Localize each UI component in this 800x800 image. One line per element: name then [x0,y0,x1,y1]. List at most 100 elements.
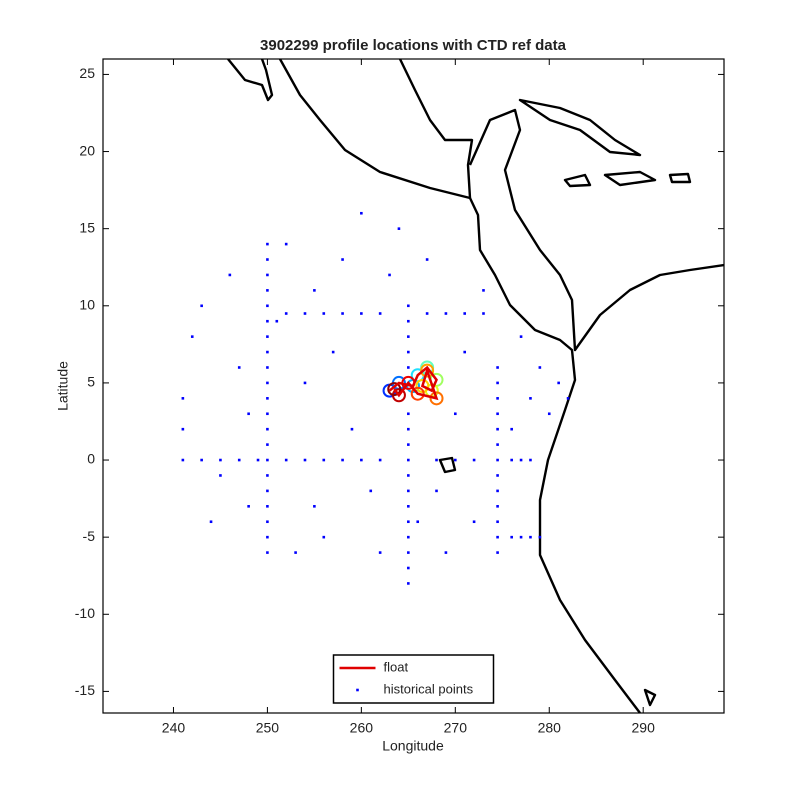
legend-label: historical points [384,681,474,696]
historical-point [228,273,232,277]
historical-point [496,427,499,431]
historical-point [482,312,485,315]
historical-point [529,458,532,462]
historical-point [378,312,382,315]
historical-point [266,474,269,477]
historical-point [407,582,410,585]
historical-point [472,520,476,524]
historical-point [266,397,269,400]
historical-point [303,458,307,462]
historical-point [472,458,476,462]
y-tick-label: 5 [87,374,95,390]
historical-point [313,505,316,508]
x-tick-label: 270 [444,720,468,736]
coast [468,108,724,352]
y-tick-label: -5 [83,528,96,544]
y-tick-label: 25 [79,65,95,81]
historical-point [284,312,288,315]
historical-point [322,312,326,315]
plot-frame [102,58,725,714]
historical-point [397,227,401,230]
historical-point [407,366,410,369]
historical-point [496,474,499,477]
historical-point [266,289,269,292]
historical-point [266,335,269,338]
historical-point [435,458,438,462]
historical-point [496,489,499,493]
historical-point [313,289,316,292]
historical-point [200,304,203,308]
profile-marker [410,386,425,401]
historical-point [529,535,532,539]
profile-marker [387,382,402,397]
historical-point [341,458,344,462]
historical-point [496,458,499,462]
historical-point [360,211,363,215]
historical-point [407,535,410,539]
coast [438,456,657,707]
historical-point [360,312,363,315]
historical-point [496,535,499,539]
historical-point [350,427,354,431]
historical-point [303,312,307,315]
x-tick-label: 250 [256,720,280,736]
historical-point [407,304,410,308]
historical-point [407,427,410,431]
historical-point [425,258,429,261]
y-tick-label: 10 [79,296,95,312]
x-tick-label: 240 [162,720,186,736]
y-tick-label: 20 [79,142,95,158]
historical-point [294,551,297,554]
historical-point [407,505,410,508]
profile-marker [415,379,430,393]
historical-point [266,535,269,539]
historical-point [190,335,194,338]
legend-box [332,654,495,704]
historical-point [360,458,363,462]
historical-point [378,458,382,462]
historical-point [266,258,269,261]
legend-label: float [384,659,409,674]
historical-point [284,458,288,462]
historical-point [496,551,499,554]
profile-marker [429,391,444,406]
historical-point [322,458,326,462]
historical-point [496,505,499,508]
historical-point [519,458,523,462]
historical-point [496,381,499,385]
historical-point [510,458,513,462]
historical-point [303,381,307,385]
historical-point [444,551,448,554]
historical-point [496,366,499,369]
historical-point [407,458,410,462]
y-tick-label: 15 [79,219,95,235]
historical-point [200,458,203,462]
historical-point [237,366,241,369]
coast [227,59,274,102]
historical-point [407,350,410,354]
historical-point [331,350,335,354]
historical-point [266,304,269,308]
historical-point [322,535,326,539]
historical-point [266,505,269,508]
historical-point [519,535,523,539]
profile-marker [420,363,435,378]
historical-point [266,520,269,524]
historical-point [181,458,185,462]
historical-point [388,273,391,277]
historical-point [407,443,410,446]
historical-point [219,474,222,477]
historical-point [341,258,344,261]
historical-point [181,427,185,431]
historical-point [416,520,420,524]
historical-point [407,474,410,477]
historical-point [237,458,241,462]
historical-point [496,397,499,400]
historical-point [407,412,410,416]
historical-point [496,412,499,416]
historical-point [266,427,269,431]
historical-point [407,551,410,554]
historical-point [181,397,185,400]
historical-point [266,443,269,446]
